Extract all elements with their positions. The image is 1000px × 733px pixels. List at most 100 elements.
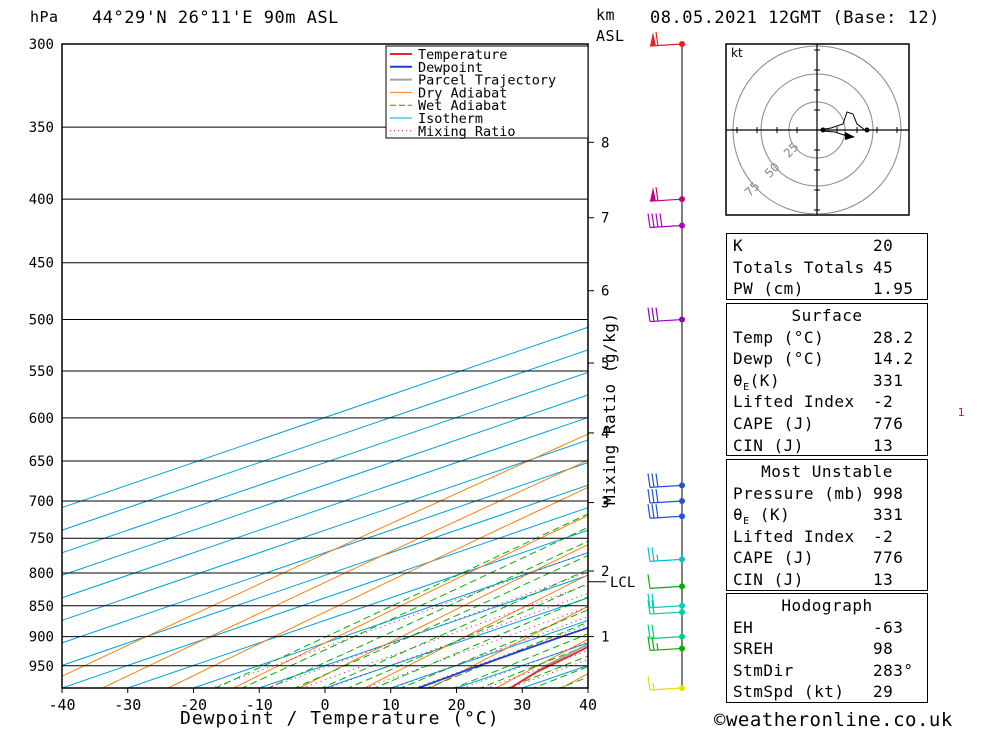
stat-row: PW (cm) 1.95 xyxy=(727,277,927,299)
surface-panel: Surface Temp (°C) 28.2 Dewp (°C) 14.2 θE(K) 33… xyxy=(726,303,928,457)
height-tick-label: 8 xyxy=(601,135,609,151)
isotherm-line xyxy=(62,416,588,599)
height-tick-label: 3 xyxy=(601,496,609,512)
pressure-tick-label: 950 xyxy=(29,659,54,675)
stat-row: CIN (J) 13 xyxy=(727,568,927,590)
stat-value: 28.2 xyxy=(873,327,914,347)
x-tick-label: -10 xyxy=(246,696,273,714)
stat-value: 331 xyxy=(873,505,904,525)
pressure-tick-label: 300 xyxy=(29,37,54,53)
legend-label: Dry Adiabat xyxy=(418,85,507,101)
height-tick-label: 7 xyxy=(601,211,609,227)
height-tick-label: 1 xyxy=(601,630,609,646)
wind-barb xyxy=(647,624,685,640)
pressure-tick-label: 750 xyxy=(29,531,54,547)
x-tick-label: -20 xyxy=(180,696,207,714)
mixing-ratio-label: 1 xyxy=(958,406,965,419)
stat-label: CAPE (J) xyxy=(733,548,815,568)
wet-adiabat-line xyxy=(426,621,588,688)
stat-value: 998 xyxy=(873,483,904,503)
wind-barb xyxy=(649,31,685,47)
stat-row: Pressure (mb) 998 xyxy=(727,482,927,504)
stat-value: -2 xyxy=(873,526,894,546)
wet-adiabat-line xyxy=(320,569,588,688)
stat-value: 29 xyxy=(873,682,894,702)
wet-adiabat-line xyxy=(346,582,588,688)
legend-label: Parcel Trajectory xyxy=(418,73,556,89)
wind-barb xyxy=(647,504,685,520)
wind-barb xyxy=(647,473,685,489)
stat-value: 13 xyxy=(873,435,894,455)
wind-barb xyxy=(649,187,685,203)
panel-title-text: Hodograph xyxy=(781,596,873,615)
dry-adiabat-line xyxy=(166,486,588,688)
dry-adiabat-line xyxy=(232,514,588,688)
dry-adiabat-line xyxy=(429,605,588,688)
panel-title: Hodograph xyxy=(727,594,927,616)
stat-row: Totals Totals 45 xyxy=(727,256,927,278)
isotherm-line xyxy=(62,507,588,688)
pressure-tick-label: 650 xyxy=(29,454,54,470)
isotherm-line xyxy=(62,349,588,531)
stat-row: θE(K) 331 xyxy=(727,369,927,393)
stat-label: θE (K) xyxy=(733,505,791,528)
height-reference-label: ASL xyxy=(596,27,625,45)
isotherm-line xyxy=(193,552,588,688)
height-tick-label: 6 xyxy=(601,284,609,300)
pressure-tick-label: 350 xyxy=(29,120,54,136)
datetime-title: 08.05.2021 12GMT (Base: 12) xyxy=(650,8,940,28)
pressure-tick-label: 800 xyxy=(29,566,54,582)
isotherm-line xyxy=(62,439,588,621)
height-tick-label: 4 xyxy=(601,426,609,442)
pressure-tick-label: 900 xyxy=(29,630,54,646)
stat-row: StmSpd (kt) 29 xyxy=(727,680,927,702)
pressure-tick-label: 450 xyxy=(29,256,54,272)
stat-label: CIN (J) xyxy=(733,435,804,455)
stat-row: CAPE (J) 776 xyxy=(727,546,927,568)
stat-label: StmDir xyxy=(733,660,794,680)
x-tick-label: 0 xyxy=(320,696,329,714)
panel-title-text: Surface xyxy=(791,306,863,325)
stat-label: CIN (J) xyxy=(733,569,804,589)
stat-value: 1.95 xyxy=(873,279,914,299)
pressure-tick-label: 400 xyxy=(29,192,54,208)
x-axis-title: Dewpoint / Temperature (°C) xyxy=(180,708,500,729)
stat-value: 283° xyxy=(873,660,914,680)
stat-label: Lifted Index xyxy=(733,526,855,546)
stat-label: Totals Totals xyxy=(733,257,865,277)
stat-label: Temp (°C) xyxy=(733,327,825,347)
stat-value: -2 xyxy=(873,392,894,412)
legend-box xyxy=(385,45,589,139)
pressure-tick-label: 700 xyxy=(29,494,54,510)
x-tick-label: -30 xyxy=(114,696,141,714)
wind-barb xyxy=(647,488,685,505)
panel-title: Most Unstable xyxy=(727,460,927,482)
wet-adiabat-line xyxy=(373,596,588,688)
isotherm-line xyxy=(62,462,588,644)
stat-row: Lifted Index -2 xyxy=(727,390,927,412)
height-unit-label: km xyxy=(596,6,616,24)
x-tick-label: 40 xyxy=(579,696,597,714)
dry-adiabat-line xyxy=(363,574,588,688)
stat-label: SREH xyxy=(733,639,774,659)
dry-adiabat-line xyxy=(946,35,1000,694)
lcl-label: LCL xyxy=(610,575,635,591)
stat-label: θE(K) xyxy=(733,370,781,393)
panel-title-text: Most Unstable xyxy=(761,462,893,481)
legend-label: Isotherm xyxy=(418,111,483,127)
stat-row: Lifted Index -2 xyxy=(727,525,927,547)
mixing-ratio-axis-title: Mixing Ratio (g/kg) xyxy=(600,312,619,505)
x-tick-label: -40 xyxy=(48,696,75,714)
pressure-tick-label: 550 xyxy=(29,364,54,380)
stat-label: Pressure (mb) xyxy=(733,483,865,503)
wind-barb xyxy=(647,547,685,563)
stat-label: StmSpd (kt) xyxy=(733,682,845,702)
wind-barb xyxy=(647,675,685,691)
isotherm-line xyxy=(62,484,588,666)
dry-adiabat-line xyxy=(101,459,588,688)
wind-barb xyxy=(647,213,685,229)
stat-value: 20 xyxy=(873,236,894,255)
stat-label: PW (cm) xyxy=(733,279,804,299)
stat-value: -63 xyxy=(873,617,904,637)
